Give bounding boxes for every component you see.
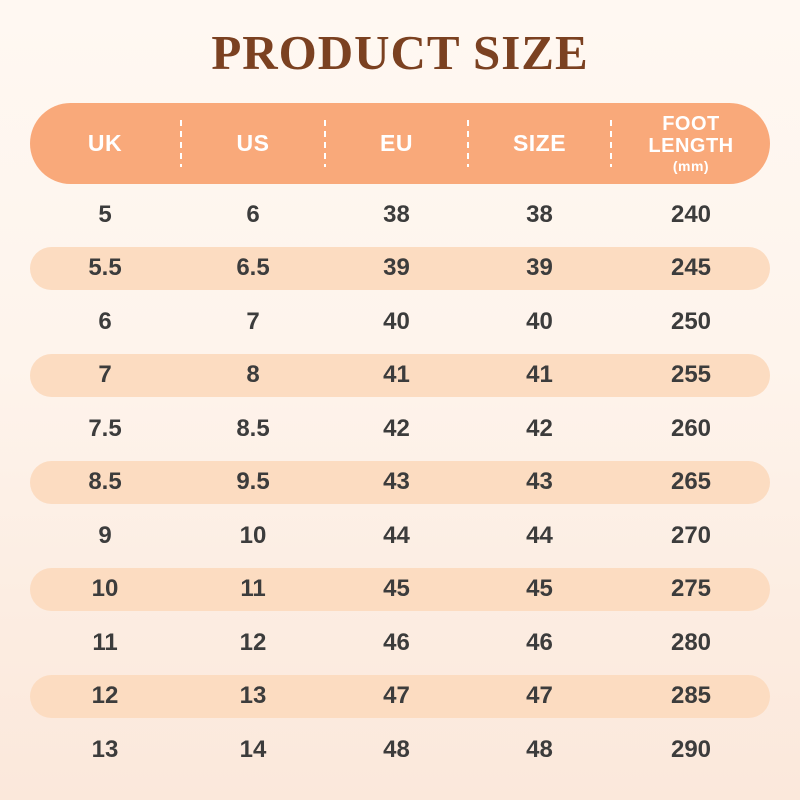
cell-foot-length: 280	[670, 628, 712, 656]
cell-us: 7	[246, 307, 260, 335]
cell-uk: 10	[91, 575, 119, 603]
foot-length-label: FOOT LENGTH	[648, 113, 734, 157]
cell-eu: 47	[383, 682, 410, 710]
cell-foot-length: 250	[670, 307, 712, 335]
cell-size: 42	[526, 414, 553, 442]
cell-uk: 8.5	[88, 468, 122, 496]
cell-eu: 45	[383, 575, 410, 603]
cell-uk: 13	[91, 735, 119, 763]
column-divider	[324, 120, 326, 167]
cell-size: 39	[526, 254, 553, 282]
size-table: UK US EU SIZE FOOT LENGTH (mm) 5 6 38 38…	[30, 103, 770, 777]
cell-size: 44	[526, 521, 553, 549]
cell-size: 38	[526, 200, 553, 228]
cell-size: 47	[526, 682, 553, 710]
table-row: 8.5 9.5 43 43 265	[30, 460, 770, 504]
cell-foot-length: 285	[670, 682, 712, 710]
cell-uk: 11	[92, 628, 118, 656]
column-divider	[180, 120, 182, 167]
table-row: 11 12 46 46 280	[30, 616, 770, 670]
cell-eu: 39	[383, 254, 410, 282]
cell-eu: 42	[383, 414, 410, 442]
header-cell-us: US	[236, 129, 270, 156]
cell-foot-length: 255	[670, 361, 712, 389]
cell-uk: 7.5	[88, 414, 122, 442]
cell-us: 8	[246, 361, 260, 389]
cell-us: 11	[240, 575, 266, 603]
cell-foot-length: 275	[670, 575, 712, 603]
table-row: 7 8 41 41 255	[30, 353, 770, 397]
cell-eu: 44	[383, 521, 410, 549]
cell-foot-length: 240	[670, 200, 712, 228]
table-row: 13 14 48 48 290	[30, 723, 770, 777]
cell-size: 46	[526, 628, 553, 656]
table-row: 9 10 44 44 270	[30, 509, 770, 563]
table-row: 5.5 6.5 39 39 245	[30, 246, 770, 290]
table-row: 6 7 40 40 250	[30, 295, 770, 349]
column-divider	[610, 120, 612, 167]
table-row: 7.5 8.5 42 42 260	[30, 402, 770, 456]
cell-us: 6	[246, 200, 260, 228]
cell-eu: 41	[383, 361, 410, 389]
cell-size: 41	[526, 361, 553, 389]
cell-us: 14	[239, 735, 267, 763]
foot-length-unit: (mm)	[672, 158, 710, 174]
cell-eu: 48	[383, 735, 410, 763]
table-row: 5 6 38 38 240	[30, 188, 770, 242]
cell-eu: 40	[383, 307, 410, 335]
cell-uk: 5	[98, 200, 112, 228]
table-header: UK US EU SIZE FOOT LENGTH (mm)	[30, 103, 770, 184]
cell-size: 45	[526, 575, 553, 603]
cell-size: 40	[526, 307, 553, 335]
cell-foot-length: 245	[670, 254, 712, 282]
cell-foot-length: 265	[670, 468, 712, 496]
cell-size: 48	[526, 735, 553, 763]
cell-uk: 6	[98, 307, 112, 335]
cell-eu: 38	[383, 200, 410, 228]
header-cell-eu: EU	[380, 129, 413, 156]
page-title: PRODUCT SIZE	[211, 25, 589, 80]
cell-us: 9.5	[236, 468, 270, 496]
cell-uk: 5.5	[88, 254, 122, 282]
cell-uk: 9	[98, 521, 112, 549]
header-cell-size: SIZE	[512, 129, 567, 156]
cell-foot-length: 270	[670, 521, 712, 549]
cell-us: 13	[239, 682, 267, 710]
cell-us: 10	[239, 521, 267, 549]
table-row: 12 13 47 47 285	[30, 674, 770, 718]
cell-us: 12	[239, 628, 267, 656]
header-cell-uk: UK	[87, 129, 123, 156]
header-cell-foot-length: FOOT LENGTH (mm)	[612, 113, 770, 174]
cell-eu: 43	[383, 468, 410, 496]
cell-us: 6.5	[236, 254, 270, 282]
cell-foot-length: 290	[670, 735, 712, 763]
cell-uk: 7	[98, 361, 112, 389]
cell-eu: 46	[383, 628, 410, 656]
cell-us: 8.5	[236, 414, 270, 442]
table-row: 10 11 45 45 275	[30, 567, 770, 611]
cell-foot-length: 260	[670, 414, 712, 442]
table-body: 5 6 38 38 240 5.5 6.5 39 39 245 6 7 40 4…	[30, 184, 770, 777]
cell-size: 43	[526, 468, 553, 496]
cell-uk: 12	[91, 682, 119, 710]
column-divider	[467, 120, 469, 167]
